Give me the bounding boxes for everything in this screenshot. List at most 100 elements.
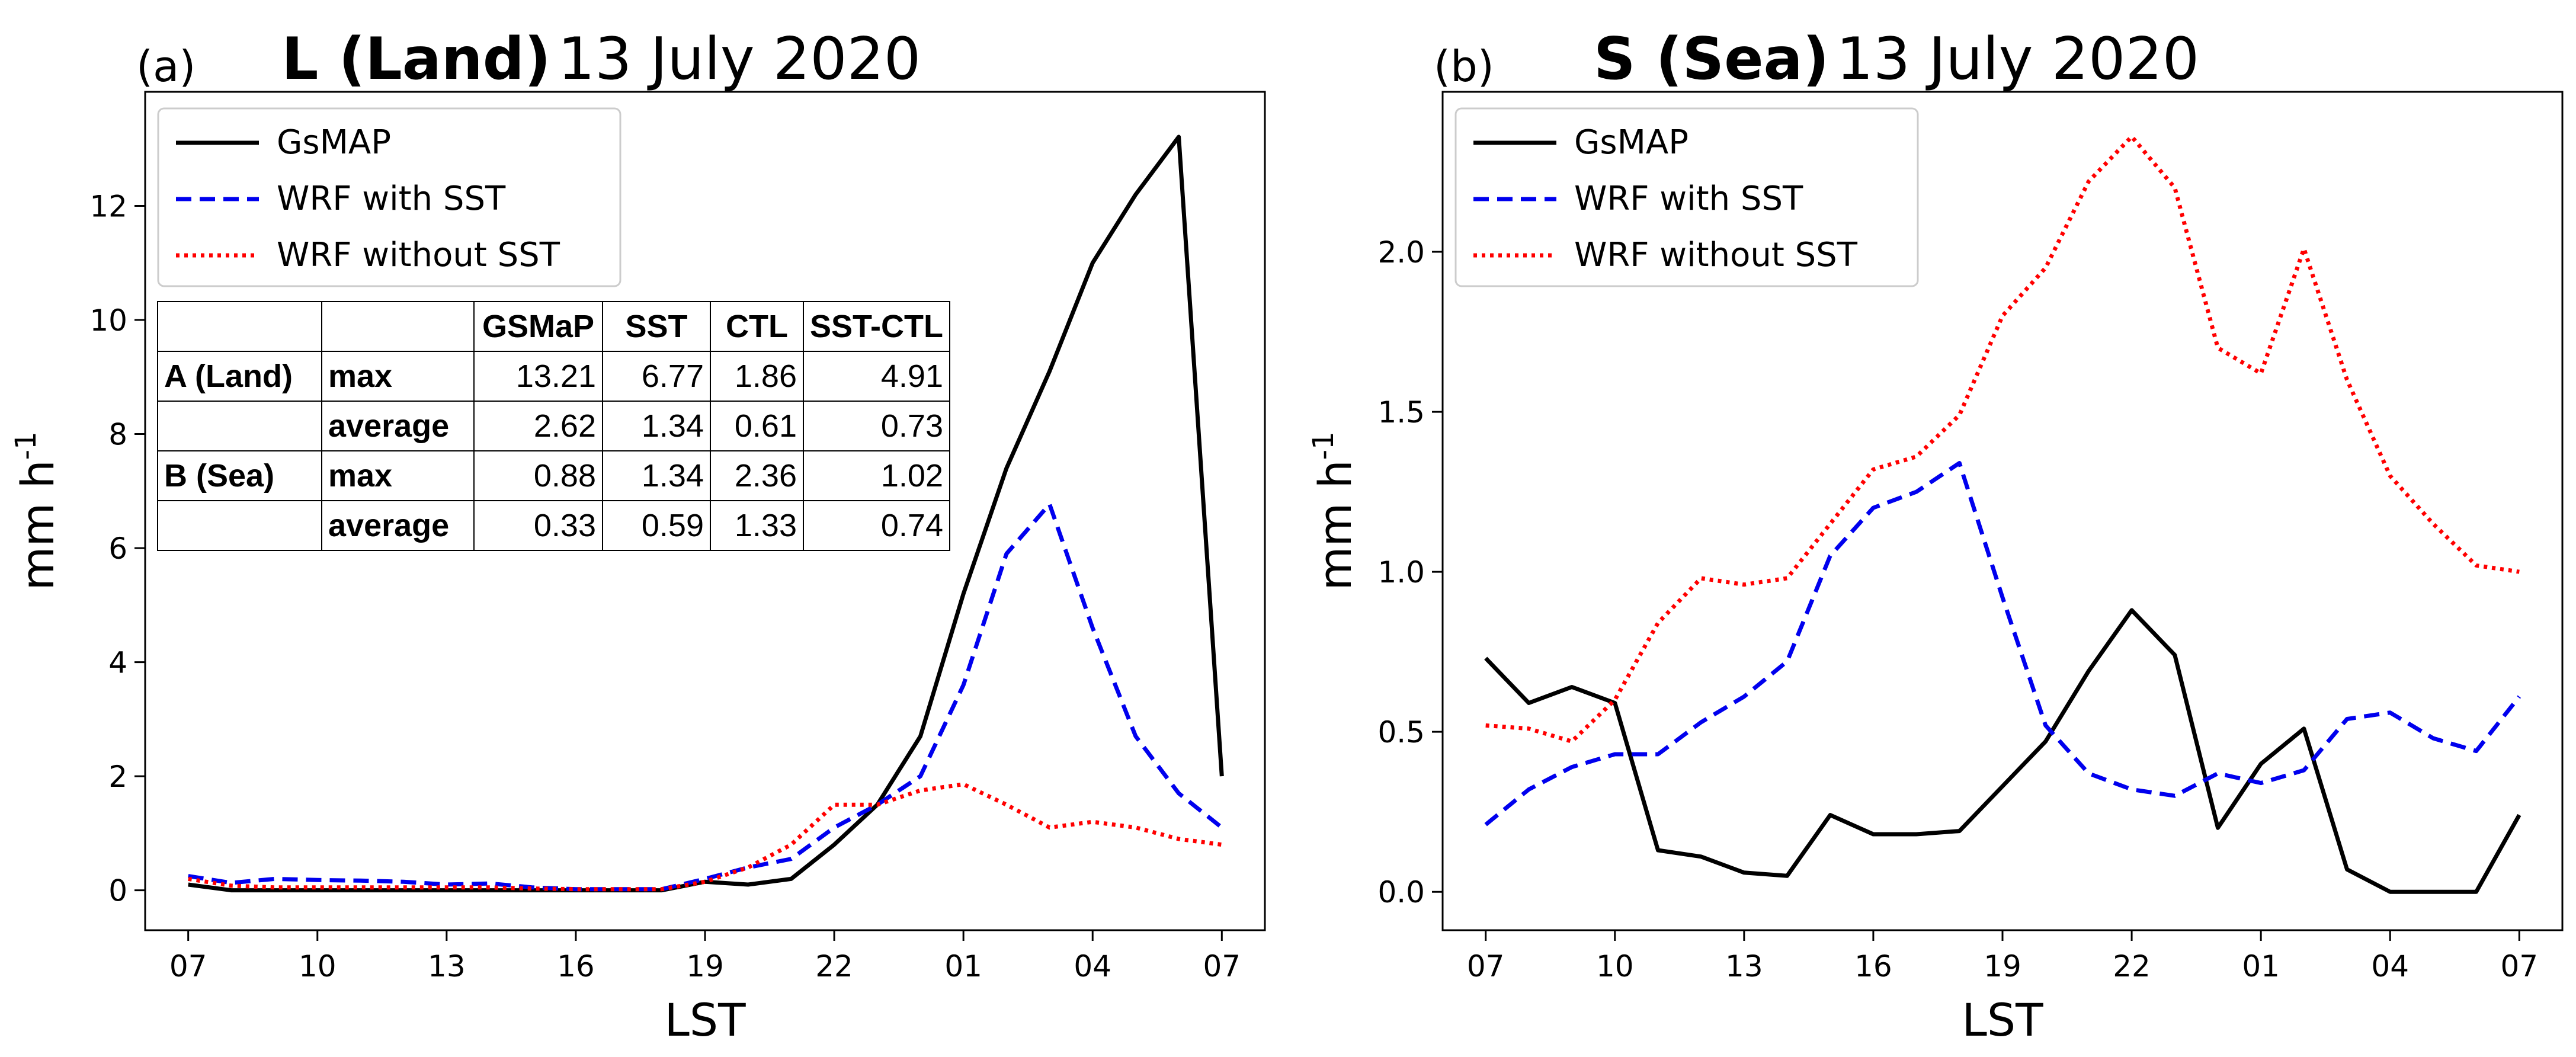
chart-title-bold: L (Land) bbox=[281, 25, 551, 93]
stats-row: average 0.33 0.59 1.33 0.74 bbox=[157, 500, 950, 551]
stats-region-cell: A (Land) bbox=[157, 351, 322, 402]
x-tick-label: 07 bbox=[1467, 949, 1505, 984]
legend-entry: WRF with SST bbox=[277, 180, 506, 218]
stats-value-cell: 2.36 bbox=[710, 450, 804, 501]
stats-metric-cell: average bbox=[321, 500, 475, 551]
stats-header-cell: SST-CTL bbox=[803, 301, 950, 352]
y-tick-label: 0.5 bbox=[1377, 715, 1425, 749]
stats-header-row: GSMaP SST CTL SST-CTL bbox=[157, 301, 950, 352]
series-line-gsmap bbox=[188, 134, 1224, 893]
series-line-wrf-with-sst bbox=[1484, 461, 2521, 827]
legend-box bbox=[1454, 107, 1919, 287]
stats-value-cell: 0.61 bbox=[710, 401, 804, 451]
stats-value-cell: 0.73 bbox=[803, 401, 950, 451]
chart-title-bold: S (Sea) bbox=[1594, 25, 1829, 93]
x-axis-label: LST bbox=[1962, 994, 2043, 1046]
x-tick-label: 13 bbox=[428, 949, 466, 984]
series-line-wrf-without-sst bbox=[188, 782, 1222, 892]
x-tick-label: 07 bbox=[2500, 949, 2538, 984]
x-tick-label: 07 bbox=[1203, 949, 1241, 984]
stats-value-cell: 1.86 bbox=[710, 351, 804, 402]
y-axis-label: mm h-1 bbox=[1307, 431, 1361, 590]
y-axis-label-superscript: -1 bbox=[1307, 431, 1340, 460]
y-tick-label: 0.0 bbox=[1377, 875, 1425, 909]
y-tick-label: 1.0 bbox=[1377, 555, 1425, 590]
y-tick-label: 2.0 bbox=[1377, 235, 1425, 270]
stats-value-cell: 1.34 bbox=[602, 401, 711, 451]
x-tick-label: 16 bbox=[1854, 949, 1892, 984]
legend-entry: GsMAP bbox=[1574, 123, 1689, 162]
y-tick-label: 0 bbox=[108, 874, 127, 908]
stats-region-cell: B (Sea) bbox=[157, 450, 322, 501]
chart-title-date: 13 July 2020 bbox=[1836, 25, 2199, 93]
stats-value-cell: 0.59 bbox=[602, 500, 711, 551]
x-axis-label: LST bbox=[664, 994, 746, 1046]
x-tick-label: 13 bbox=[1725, 949, 1763, 984]
x-tick-label: 19 bbox=[1984, 949, 2021, 984]
stats-header-cell: CTL bbox=[710, 301, 804, 352]
x-tick-label: 04 bbox=[2371, 949, 2409, 984]
stats-table: GSMaP SST CTL SST-CTL A (Land) max 13.21… bbox=[157, 301, 950, 551]
stats-header-cell: GSMaP bbox=[473, 301, 603, 352]
x-tick-label: 04 bbox=[1074, 949, 1111, 984]
x-tick-label: 16 bbox=[557, 949, 595, 984]
stats-value-cell: 0.33 bbox=[473, 500, 603, 551]
legend-entry: WRF with SST bbox=[1574, 180, 1803, 218]
stats-value-cell: 1.02 bbox=[803, 450, 950, 501]
stats-row: average 2.62 1.34 0.61 0.73 bbox=[157, 401, 950, 451]
y-tick-label: 10 bbox=[89, 303, 127, 338]
series-line-gsmap bbox=[1484, 608, 2521, 894]
stats-row: B (Sea) max 0.88 1.34 2.36 1.02 bbox=[157, 450, 950, 501]
x-tick-label: 01 bbox=[944, 949, 982, 984]
x-tick-label: 10 bbox=[299, 949, 337, 984]
panel-label: (b) bbox=[1434, 41, 1494, 91]
stats-value-cell: 4.91 bbox=[803, 351, 950, 402]
x-tick-label: 19 bbox=[686, 949, 724, 984]
stats-value-cell: 0.88 bbox=[473, 450, 603, 501]
stats-header-cell bbox=[321, 301, 475, 352]
y-tick-label: 12 bbox=[89, 190, 127, 224]
y-axis-label-superscript: -1 bbox=[9, 431, 43, 460]
chart-title-date: 13 July 2020 bbox=[558, 25, 921, 93]
stats-header-cell bbox=[157, 301, 322, 352]
y-axis-label-unit: mm h bbox=[11, 460, 64, 590]
y-tick-label: 6 bbox=[108, 531, 127, 566]
stats-table-container: GSMaP SST CTL SST-CTL A (Land) max 13.21… bbox=[157, 301, 950, 551]
panel-label: (a) bbox=[136, 41, 196, 91]
x-tick-label: 22 bbox=[815, 949, 853, 984]
legend-entry: WRF without SST bbox=[277, 236, 560, 274]
x-tick-label: 01 bbox=[2242, 949, 2280, 984]
chart-title: L (Land) 13 July 2020 bbox=[281, 25, 921, 93]
stats-metric-cell: max bbox=[321, 450, 475, 501]
x-tick-label: 22 bbox=[2113, 949, 2151, 984]
legend-entry: WRF without SST bbox=[1574, 236, 1858, 274]
stats-value-cell: 2.62 bbox=[473, 401, 603, 451]
y-tick-label: 1.5 bbox=[1377, 395, 1425, 430]
chart-panel-a: 07 10 13 16 19 22 01 04 07 0 2 4 6 8 10 12 LST mm h-1 (a) L… bbox=[9, 25, 1266, 1046]
stats-value-cell: 6.77 bbox=[602, 351, 711, 402]
stats-region-cell bbox=[157, 401, 322, 451]
chart-panel-b: 07 10 13 16 19 22 01 04 07 0.0 0.5 1.0 1.5 2.0 LST mm h… bbox=[1307, 25, 2564, 1046]
stats-region-cell bbox=[157, 500, 322, 551]
series-line-wrf-without-sst bbox=[1485, 134, 2520, 744]
stats-metric-cell: max bbox=[321, 351, 475, 402]
stats-value-cell: 13.21 bbox=[473, 351, 603, 402]
y-axis-label: mm h-1 bbox=[9, 431, 64, 590]
chart-title: S (Sea) 13 July 2020 bbox=[1594, 25, 2199, 93]
y-tick-label: 2 bbox=[108, 760, 127, 794]
y-axis-label-unit: mm h bbox=[1309, 460, 1361, 590]
y-tick-label: 4 bbox=[108, 646, 127, 680]
series-line-wrf-with-sst bbox=[188, 502, 1223, 892]
legend-box bbox=[157, 107, 621, 287]
stats-metric-cell: average bbox=[321, 401, 475, 451]
y-tick-label: 8 bbox=[108, 418, 127, 452]
legend-entry: GsMAP bbox=[277, 123, 391, 162]
x-tick-label: 10 bbox=[1596, 949, 1634, 984]
stats-value-cell: 1.34 bbox=[602, 450, 711, 501]
stats-value-cell: 0.74 bbox=[803, 500, 950, 551]
stats-header-cell: SST bbox=[602, 301, 711, 352]
stats-value-cell: 1.33 bbox=[710, 500, 804, 551]
x-tick-label: 07 bbox=[169, 949, 207, 984]
